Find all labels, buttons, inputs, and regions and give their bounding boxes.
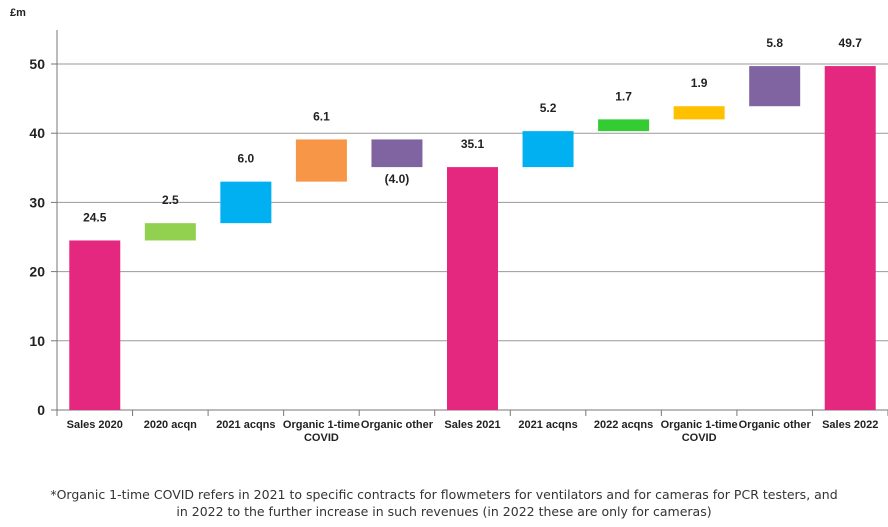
y-tick-label: 0 xyxy=(37,402,45,418)
y-tick-label: 20 xyxy=(29,264,45,280)
y-axis-unit-label: £m xyxy=(10,7,26,19)
category-label: Sales 2020 xyxy=(67,419,123,431)
y-tick-label: 30 xyxy=(29,194,45,210)
bar xyxy=(144,223,196,241)
category-labels: Sales 2020 2020 acqn 2021 acqns Organic 1-t… xyxy=(67,419,879,444)
category-label: 2021 acqns xyxy=(518,419,577,431)
bar xyxy=(371,139,423,168)
category-label: Organic other xyxy=(739,419,812,431)
category-label: COVID xyxy=(682,432,717,444)
data-label: 5.8 xyxy=(766,36,783,50)
data-label: 49.7 xyxy=(839,36,863,50)
category-label: COVID xyxy=(304,432,339,444)
footnote-line-1: *Organic 1-time COVID refers in 2021 to … xyxy=(50,487,838,502)
bar xyxy=(673,106,725,120)
footnote-line-2: in 2022 to the further increase in such … xyxy=(176,504,712,519)
bar xyxy=(69,240,121,410)
bar xyxy=(749,66,801,107)
y-tick-label: 50 xyxy=(29,56,45,72)
category-label: 2021 acqns xyxy=(216,419,275,431)
data-label: 35.1 xyxy=(461,137,485,151)
footnote: *Organic 1-time COVID refers in 2021 to … xyxy=(0,486,888,520)
bar xyxy=(447,167,498,410)
data-label: (4.0) xyxy=(385,172,410,186)
data-label: 1.7 xyxy=(615,89,632,103)
waterfall-chart: £m 0 10 20 30 40 50 24.5 2.5 6.0 6.1 (4.0) 35.1 5.2… xyxy=(10,7,888,444)
y-tick-label: 40 xyxy=(29,125,45,141)
bar xyxy=(824,66,876,411)
category-label: 2020 acqn xyxy=(144,419,197,431)
data-label: 1.9 xyxy=(691,76,708,90)
category-label: 2022 acqns xyxy=(594,419,653,431)
bars xyxy=(69,66,876,411)
data-labels: 24.5 2.5 6.0 6.1 (4.0) 35.1 5.2 1.7 1.9 5.8 49.7 xyxy=(83,36,862,224)
bar xyxy=(522,131,574,168)
y-tick-label: 10 xyxy=(29,333,45,349)
data-label: 24.5 xyxy=(83,210,107,224)
category-label: Organic other xyxy=(361,419,434,431)
category-label: Organic 1-time xyxy=(661,419,738,431)
bar xyxy=(295,139,347,182)
bar xyxy=(598,119,650,132)
category-label: Sales 2021 xyxy=(444,419,500,431)
bar xyxy=(220,181,272,224)
data-label: 5.2 xyxy=(540,101,557,115)
category-label: Organic 1-time xyxy=(283,419,360,431)
data-label: 2.5 xyxy=(162,193,179,207)
y-tick-labels: 0 10 20 30 40 50 xyxy=(29,56,45,418)
data-label: 6.1 xyxy=(313,109,330,123)
category-label: Sales 2022 xyxy=(822,419,878,431)
data-label: 6.0 xyxy=(238,152,255,166)
